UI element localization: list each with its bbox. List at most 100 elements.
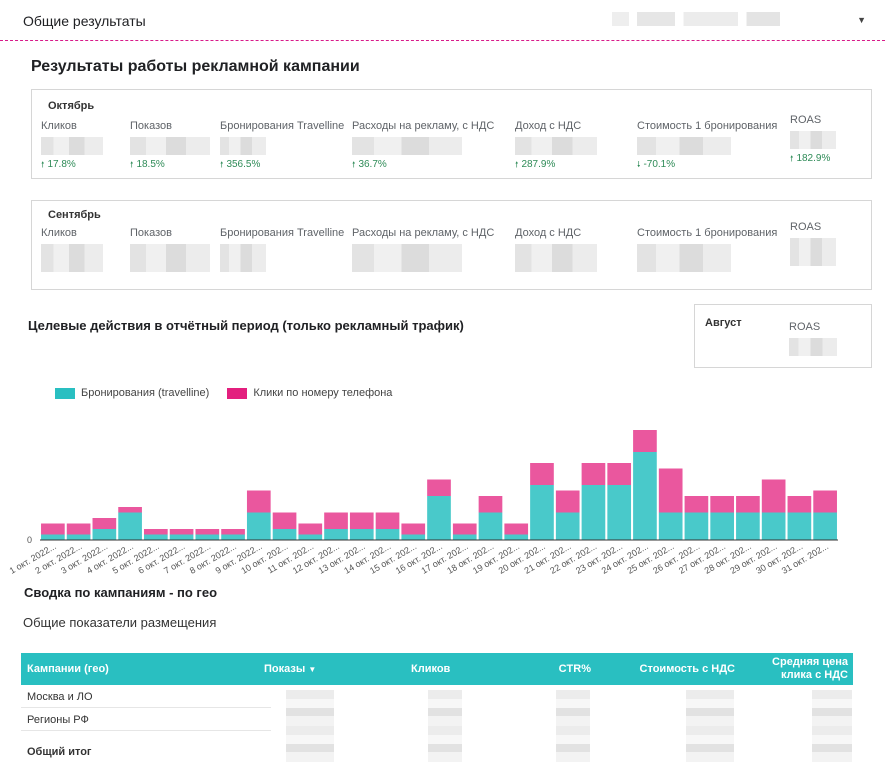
card-august: Август ROAS (694, 304, 872, 368)
header-divider (0, 40, 885, 41)
bar-bookings[interactable] (581, 485, 606, 540)
kpi-label: Доход с НДС (515, 227, 582, 239)
bar-phone-clicks[interactable] (736, 496, 760, 513)
bar-phone-clicks[interactable] (530, 463, 554, 485)
bar-bookings[interactable] (658, 512, 683, 541)
col-ctr[interactable]: CTR% (558, 663, 591, 675)
bar-phone-clicks[interactable] (118, 507, 142, 513)
kpi-label: Кликов (41, 120, 77, 132)
bar-phone-clicks[interactable] (452, 523, 477, 535)
bar-phone-clicks[interactable] (221, 529, 245, 535)
col-campaigns[interactable]: Кампании (гео) (27, 663, 109, 675)
bar-phone-clicks[interactable] (169, 529, 194, 535)
cell-avg-cpc-redacted (812, 690, 852, 762)
col-avg-cpc[interactable]: Средняя цена клика с НДС (772, 656, 848, 681)
bar-bookings[interactable] (710, 512, 735, 541)
col-cost[interactable]: Стоимость с НДС (639, 663, 735, 675)
legend-item-bookings[interactable]: Бронирования (travelline) (55, 387, 209, 399)
kpi-value-redacted (789, 338, 837, 356)
chevron-down-icon[interactable]: ▼ (857, 15, 866, 25)
period-select[interactable]: ▼ (612, 10, 874, 30)
bar-bookings[interactable] (221, 534, 245, 541)
kpi-2: Бронирования Travelline (220, 227, 344, 272)
bar-bookings[interactable] (272, 529, 297, 540)
bar-bookings[interactable] (246, 512, 271, 541)
kpi-6: ROAS 🠕 182.9% (790, 114, 836, 167)
bar-bookings[interactable] (555, 512, 580, 541)
bar-bookings[interactable] (684, 512, 709, 541)
bar-bookings[interactable] (298, 534, 323, 541)
bar-bookings[interactable] (427, 496, 451, 540)
kpi-value-redacted (352, 137, 462, 155)
kpi-3: Расходы на рекламу, с НДС (352, 227, 494, 272)
arrow-up-icon: 🠕 (220, 160, 224, 169)
kpi-0: Кликов (41, 227, 103, 272)
bar-phone-clicks[interactable] (143, 529, 168, 535)
col-impressions[interactable]: Показы ▼ (264, 663, 317, 675)
table-row[interactable]: Москва и ЛО (21, 686, 271, 708)
cell-cost-redacted (686, 690, 734, 762)
bar-bookings[interactable] (66, 534, 91, 541)
bar-phone-clicks[interactable] (761, 479, 786, 513)
bar-phone-clicks[interactable] (66, 523, 91, 535)
sort-desc-icon[interactable]: ▼ (308, 664, 317, 674)
bar-bookings[interactable] (813, 512, 837, 541)
table-row[interactable]: Регионы РФ (21, 709, 271, 731)
bar-bookings[interactable] (452, 534, 477, 541)
kpi-label: Доход с НДС (515, 120, 582, 132)
bar-phone-clicks[interactable] (375, 512, 400, 530)
bar-phone-clicks[interactable] (195, 529, 220, 535)
kpi-5: Стоимость 1 бронирования 🠗 -70.1% (637, 120, 777, 173)
bar-bookings[interactable] (41, 534, 65, 541)
bar-bookings[interactable] (736, 512, 760, 541)
bar-phone-clicks[interactable] (349, 512, 374, 530)
bar-bookings[interactable] (92, 529, 117, 540)
chart-title: Целевые действия в отчётный период (толь… (28, 318, 464, 333)
bar-phone-clicks[interactable] (246, 490, 271, 513)
bar-phone-clicks[interactable] (658, 468, 683, 513)
bar-phone-clicks[interactable] (92, 518, 117, 529)
bar-phone-clicks[interactable] (607, 463, 632, 485)
bar-bookings[interactable] (195, 534, 220, 541)
col-clicks[interactable]: Кликов (411, 663, 451, 675)
card-title: Октябрь (48, 100, 95, 112)
bar-bookings[interactable] (504, 534, 529, 541)
bar-phone-clicks[interactable] (401, 523, 426, 535)
bar-phone-clicks[interactable] (504, 523, 529, 535)
bar-bookings[interactable] (401, 534, 426, 541)
bar-phone-clicks[interactable] (427, 479, 451, 497)
bar-phone-clicks[interactable] (633, 430, 657, 452)
bar-phone-clicks[interactable] (298, 523, 323, 535)
bar-phone-clicks[interactable] (581, 463, 606, 485)
kpi-value-redacted (220, 137, 266, 155)
arrow-up-icon: 🠕 (130, 160, 134, 169)
bar-phone-clicks[interactable] (684, 496, 709, 513)
bar-phone-clicks[interactable] (787, 496, 812, 513)
kpi-delta: 🠕 356.5% (220, 159, 261, 170)
bar-phone-clicks[interactable] (478, 496, 503, 513)
bar-bookings[interactable] (761, 512, 786, 541)
bar-bookings[interactable] (118, 512, 142, 541)
arrow-down-icon: 🠗 (637, 160, 641, 169)
bar-phone-clicks[interactable] (813, 490, 837, 513)
arrow-up-icon: 🠕 (790, 154, 794, 163)
kpi-0: Кликов 🠕 17.8% (41, 120, 103, 173)
bar-bookings[interactable] (478, 512, 503, 541)
bar-bookings[interactable] (607, 485, 632, 540)
bar-phone-clicks[interactable] (710, 496, 735, 513)
bar-bookings[interactable] (349, 529, 374, 540)
bar-bookings[interactable] (633, 452, 657, 540)
legend-item-phone-clicks[interactable]: Клики по номеру телефона (227, 387, 392, 399)
bar-bookings[interactable] (169, 534, 194, 541)
bar-bookings[interactable] (375, 529, 400, 540)
kpi-value-redacted (790, 238, 836, 266)
bar-phone-clicks[interactable] (41, 523, 65, 535)
bar-bookings[interactable] (324, 529, 348, 540)
bar-phone-clicks[interactable] (272, 512, 297, 530)
bar-bookings[interactable] (143, 534, 168, 541)
bar-phone-clicks[interactable] (324, 512, 348, 530)
kpi-value-redacted (515, 137, 597, 155)
bar-bookings[interactable] (530, 485, 554, 540)
bar-bookings[interactable] (787, 512, 812, 541)
bar-phone-clicks[interactable] (555, 490, 580, 513)
